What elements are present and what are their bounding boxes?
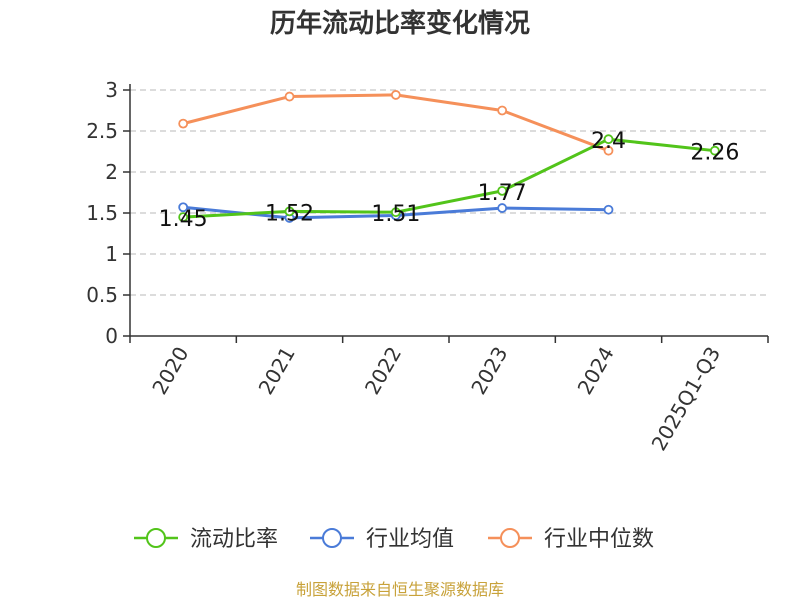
data-point <box>284 91 295 102</box>
legend: 流动比率 行业均值 行业中位数 <box>134 527 654 552</box>
chart-title: 历年流动比率变化情况 <box>270 8 530 39</box>
x-tick-labels: 2020 2021 2022 2023 2024 2025Q1-Q3 <box>147 342 725 454</box>
y-tick-label: 3 <box>105 78 118 102</box>
legend-marker <box>322 528 342 548</box>
data-point <box>603 204 614 215</box>
data-point <box>178 202 189 213</box>
data-label: 1.45 <box>159 207 208 232</box>
series-line <box>182 93 610 153</box>
y-tick-label: 1 <box>105 242 118 266</box>
data-labels: 1.45 1.52 1.51 1.77 2.4 2.26 <box>159 129 740 232</box>
y-tick-labels: 0 0.5 1 1.5 2 2.5 3 <box>86 78 118 348</box>
source-note: 制图数据来自恒生聚源数据库 <box>296 580 504 599</box>
y-tick-label: 2.5 <box>86 119 118 143</box>
x-tick-label: 2024 <box>573 343 619 399</box>
series-line <box>183 137 715 219</box>
series-group <box>178 90 720 223</box>
grid-lines <box>130 89 768 296</box>
data-label: 1.77 <box>478 181 527 206</box>
data-label: 2.26 <box>690 141 739 166</box>
x-tick-label: 2022 <box>360 343 406 399</box>
legend-marker <box>500 528 520 548</box>
data-point <box>497 203 508 213</box>
x-tick-label: 2021 <box>254 343 300 399</box>
x-tick-label: 2025Q1-Q3 <box>646 343 725 455</box>
data-point <box>497 105 508 116</box>
x-tick-label: 2020 <box>147 343 193 399</box>
data-point <box>390 207 401 218</box>
axes <box>123 84 769 343</box>
y-tick-label: 1.5 <box>86 201 118 225</box>
data-point <box>178 118 189 129</box>
y-tick-label: 0.5 <box>86 283 118 307</box>
legend-marker <box>146 528 166 548</box>
data-point <box>497 185 508 196</box>
data-point <box>603 145 614 156</box>
data-label: 2.4 <box>591 129 626 154</box>
legend-label: 行业均值 <box>366 527 454 552</box>
data-point <box>284 206 295 217</box>
data-label: 1.52 <box>265 201 314 226</box>
data-point <box>709 145 720 156</box>
y-tick-label: 2 <box>105 160 118 184</box>
data-point <box>178 212 189 223</box>
data-point <box>603 134 614 145</box>
x-tick-label: 2023 <box>466 342 512 398</box>
legend-label: 流动比率 <box>190 527 278 552</box>
data-label: 1.51 <box>371 202 420 227</box>
data-point <box>390 90 401 100</box>
legend-label: 行业中位数 <box>544 527 654 552</box>
y-tick-label: 0 <box>105 324 118 348</box>
